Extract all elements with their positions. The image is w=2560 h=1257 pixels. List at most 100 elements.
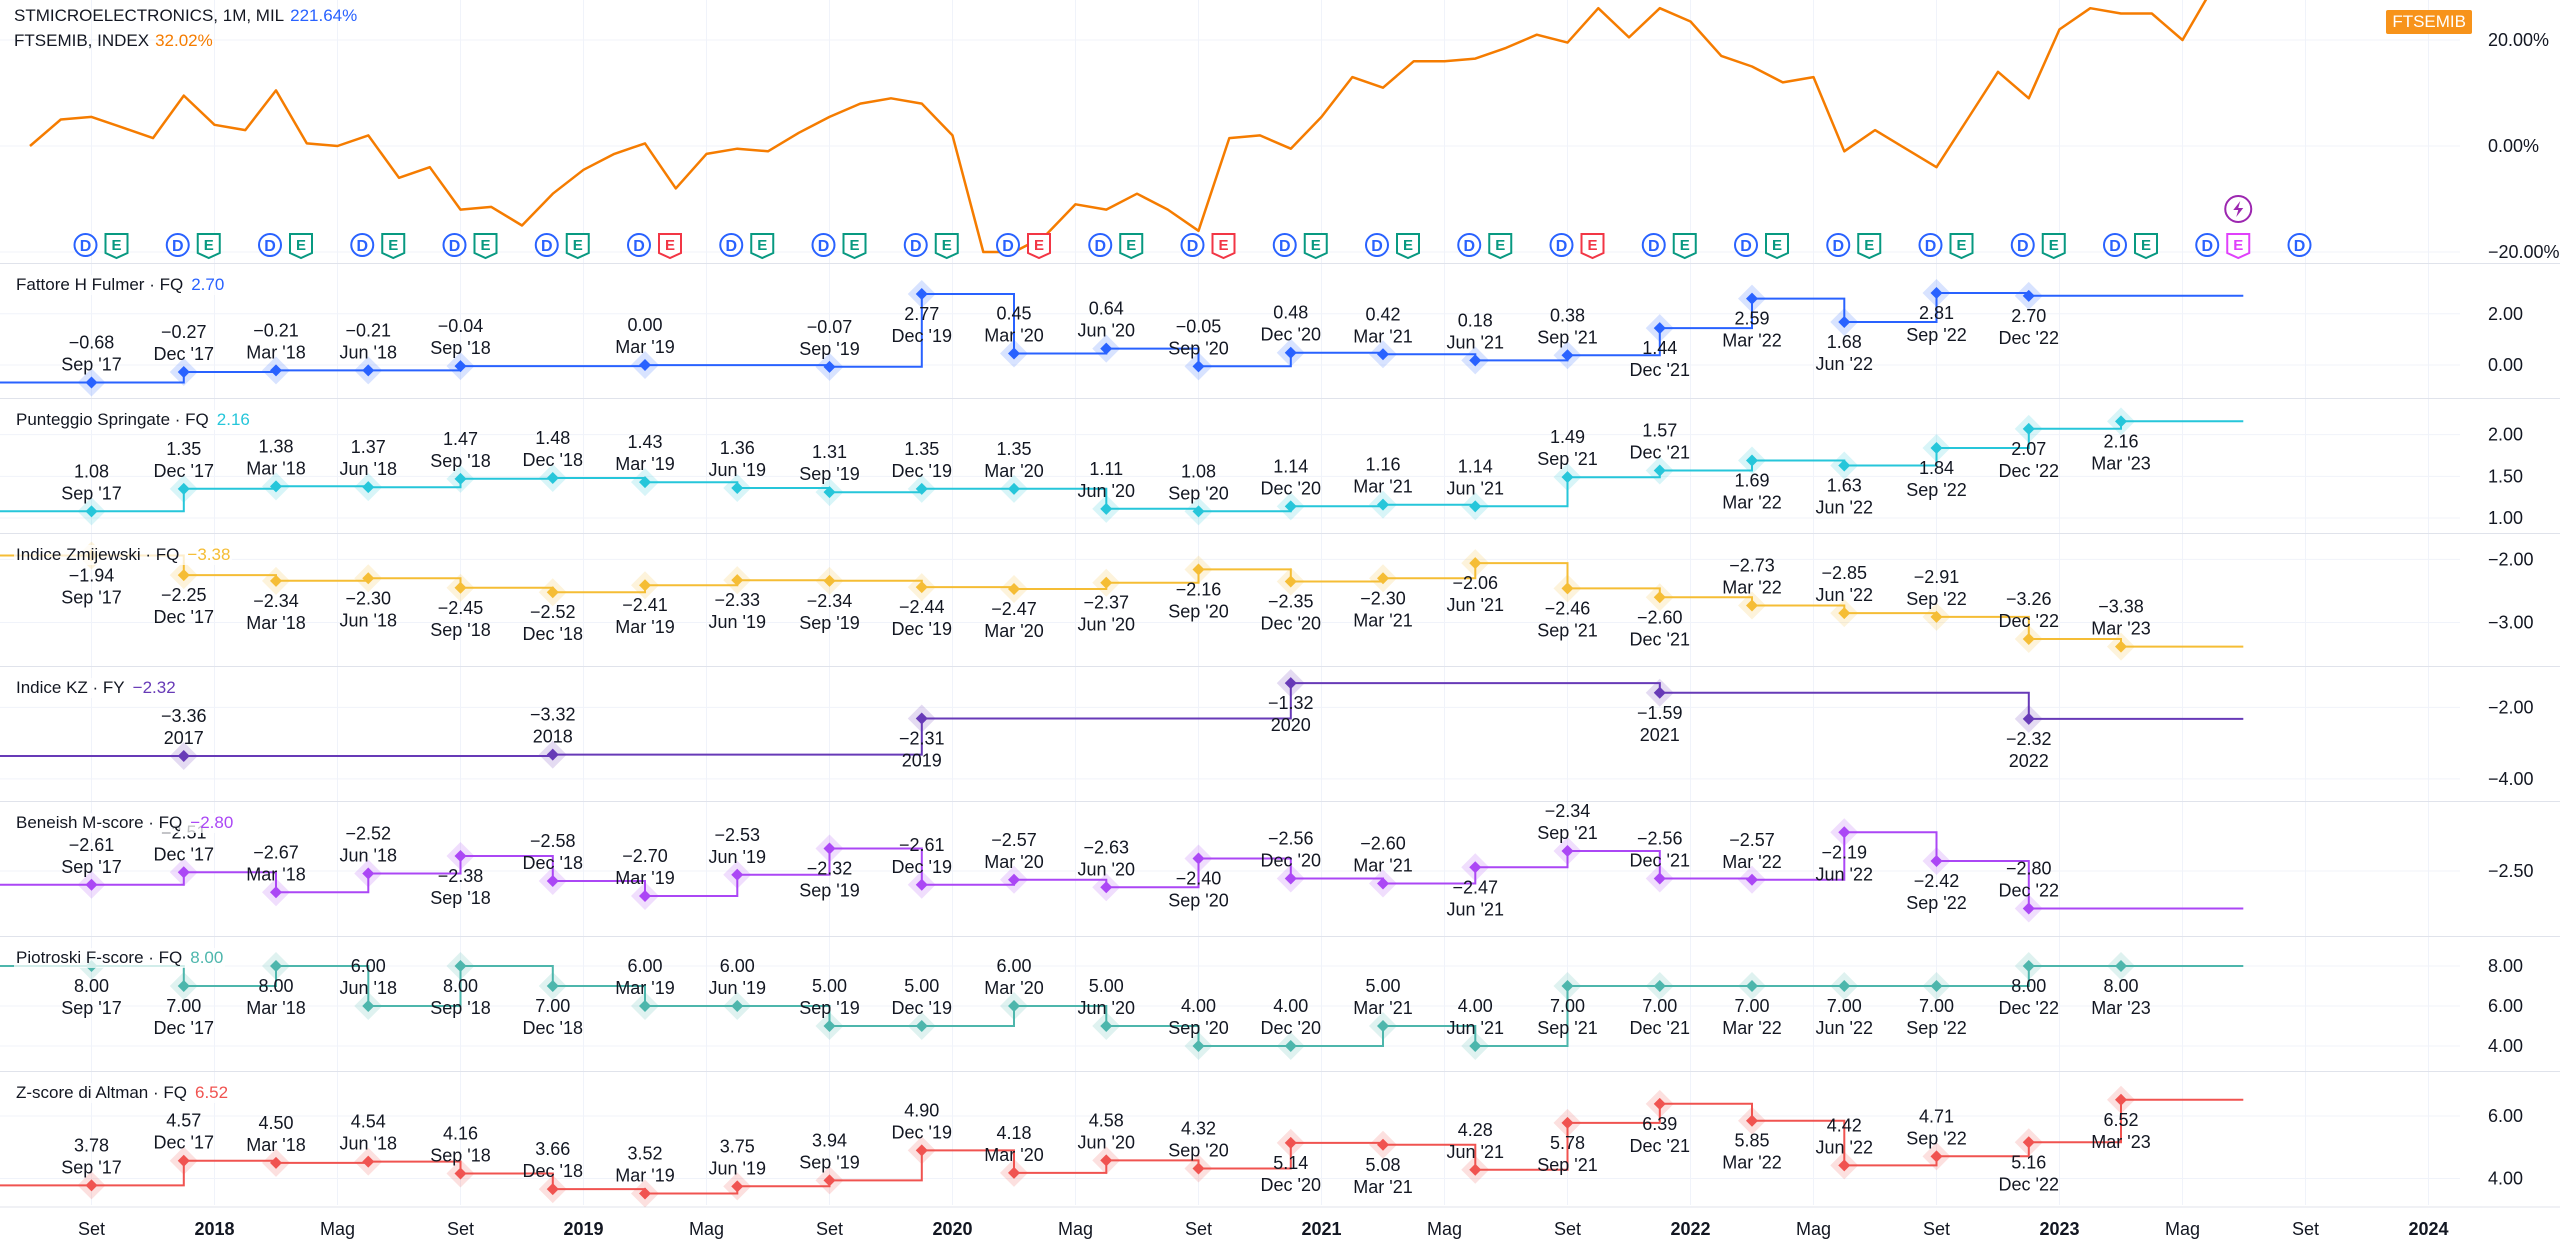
point-value-label: −2.45	[438, 598, 484, 618]
point-marker	[823, 842, 836, 855]
pane-title-fattore-h-fulmer[interactable]: Fattore H Fulmer · FQ 2.70	[14, 275, 227, 295]
price-axis-tick-label: 8.00	[2488, 956, 2523, 976]
dividend-marker	[1641, 233, 1666, 257]
earnings-marker-label: E	[111, 237, 121, 254]
point-marker	[177, 569, 190, 582]
time-axis-label: Mag	[689, 1219, 724, 1239]
point-marker	[731, 574, 744, 587]
point-value-label: 0.45	[996, 304, 1031, 324]
earnings-marker	[1211, 233, 1236, 260]
point-value-label: 7.00	[1642, 996, 1677, 1016]
point-marker	[1377, 572, 1389, 585]
point-period-label: Dec '21	[1630, 629, 1690, 649]
compare-symbol-legend[interactable]: FTSEMIB, INDEX 32.02%	[14, 31, 213, 51]
point-period-label: Sep '19	[799, 464, 860, 484]
point-marker	[1469, 861, 1482, 874]
pane-title-z-score-di-altman[interactable]: Z-score di Altman · FQ 6.52	[14, 1083, 231, 1103]
point-period-label: Dec '20	[1261, 613, 1321, 633]
earnings-marker	[1949, 233, 1974, 260]
point-marker	[1008, 873, 1020, 886]
point-marker	[1192, 1040, 1205, 1052]
time-axis-label: Mag	[1427, 1219, 1462, 1239]
price-axis-tick-label: 2.00	[2488, 425, 2523, 445]
point-period-label: Dec '20	[1261, 478, 1321, 498]
point-period-label: Mar '22	[1722, 1018, 1781, 1038]
point-value-label: −2.91	[1914, 567, 1960, 587]
dividend-marker-label: D	[1925, 238, 1937, 255]
point-period-label: Dec '19	[892, 461, 952, 481]
point-marker	[1284, 500, 1297, 513]
dividend-marker	[1826, 233, 1851, 257]
price-axis-tick-label: 4.00	[2488, 1169, 2523, 1189]
earnings-marker	[934, 233, 959, 260]
pane-title-piotroski-f-score[interactable]: Piotroski F-score · FQ 8.00	[14, 948, 226, 968]
point-period-label: Jun '20	[1078, 998, 1135, 1018]
ftsemib-series-line	[29, 0, 2208, 254]
point-marker	[1284, 575, 1297, 588]
point-value-label: 1.35	[996, 439, 1031, 459]
earnings-marker-label: E	[2141, 237, 2151, 254]
pane-title-indice-zmijewski[interactable]: Indice Zmijewski · FQ −3.38	[14, 545, 233, 565]
point-value-label: 4.00	[1458, 996, 1493, 1016]
pane-title-beneish-m-score[interactable]: Beneish M-score · FQ −2.80	[14, 813, 236, 833]
time-axis-label: Set	[816, 1219, 843, 1239]
time-axis: Set 2018 Mag Set 2019 Mag Set 2020 Mag Set 2021 Mag…	[78, 1219, 2449, 1239]
point-marker	[1284, 346, 1297, 359]
point-marker	[177, 980, 190, 992]
point-value-label: 1.08	[74, 461, 109, 481]
time-axis-label: Mag	[1058, 1219, 1093, 1239]
point-period-label: Jun '19	[709, 847, 766, 867]
point-period-label: Jun '18	[340, 610, 397, 630]
point-marker	[2022, 712, 2035, 725]
point-period-label: Jun '22	[1816, 864, 1873, 884]
earnings-marker	[196, 233, 221, 260]
point-marker	[546, 875, 559, 887]
earnings-marker	[1580, 233, 1605, 260]
point-period-label: Dec '22	[1999, 998, 2059, 1018]
point-marker	[1653, 591, 1666, 604]
point-period-label: Sep '20	[1168, 338, 1229, 358]
point-period-label: Sep '19	[799, 613, 860, 633]
main-symbol-legend[interactable]: STMICROELECTRONICS, 1M, MIL 221.64%	[14, 6, 357, 26]
point-value-label: −2.52	[345, 824, 391, 844]
dividend-marker	[996, 233, 1020, 257]
point-period-label: Sep '21	[1537, 327, 1598, 347]
point-marker	[454, 960, 467, 972]
point-period-label: 2022	[2009, 751, 2049, 771]
point-marker	[731, 1000, 744, 1012]
point-period-label: Sep '19	[799, 881, 860, 901]
point-period-label: Jun '19	[709, 1158, 766, 1178]
point-marker	[1377, 1020, 1389, 1032]
point-marker	[1930, 1150, 1943, 1163]
point-marker	[1930, 442, 1943, 454]
point-period-label: Sep '22	[1906, 325, 1967, 345]
dividend-marker-label: D	[449, 238, 461, 255]
earnings-marker-label: E	[296, 237, 306, 254]
point-marker	[915, 482, 928, 495]
time-axis-label: 2024	[2408, 1219, 2448, 1239]
pane-title-punteggio-springate[interactable]: Punteggio Springate · FQ 2.16	[14, 410, 252, 430]
pane-title-indice-kz[interactable]: Indice KZ · FY −2.32	[14, 678, 178, 698]
point-value-label: 3.75	[720, 1136, 755, 1156]
point-value-label: 3.94	[812, 1130, 847, 1150]
point-period-label: Dec '19	[892, 1122, 952, 1142]
earnings-marker-label: E	[1311, 237, 1321, 254]
point-value-label: −0.07	[807, 317, 853, 337]
earnings-marker	[381, 233, 406, 260]
point-period-label: Jun '18	[340, 846, 397, 866]
point-marker	[1930, 610, 1943, 623]
point-marker	[1653, 464, 1666, 477]
point-period-label: Sep '18	[430, 1146, 491, 1166]
point-value-label: 4.58	[1089, 1110, 1124, 1130]
dividend-marker	[73, 233, 98, 257]
point-value-label: 6.00	[996, 956, 1031, 976]
point-value-label: −2.42	[1914, 871, 1960, 891]
dividend-marker-label: D	[2017, 238, 2029, 255]
point-value-label: −2.38	[438, 866, 484, 886]
point-marker	[915, 878, 928, 891]
point-marker	[639, 1187, 651, 1200]
point-marker	[2022, 960, 2035, 972]
